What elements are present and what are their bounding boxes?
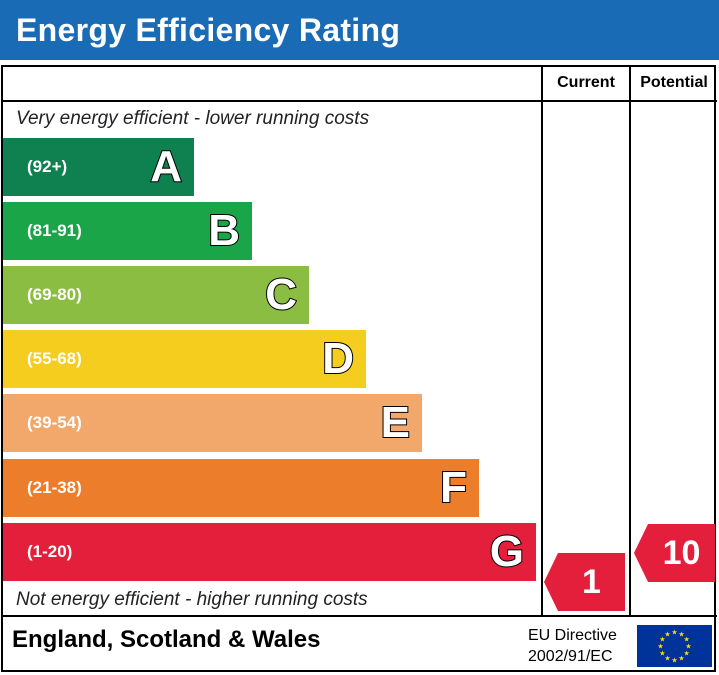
band-c: (69-80) C — [3, 266, 309, 324]
flag-star: ★ — [683, 650, 689, 658]
flag-star: ★ — [671, 657, 677, 665]
top-note: Very energy efficient - lower running co… — [16, 108, 370, 129]
flag-star: ★ — [664, 655, 670, 663]
potential-rating-value: 10 — [662, 534, 701, 572]
header-row-divider — [1, 100, 717, 102]
flag-star: ★ — [671, 629, 677, 637]
potential-rating-arrow: 10 — [634, 524, 715, 582]
band-letter: F — [439, 462, 468, 513]
band-e: (39-54) E — [3, 394, 422, 452]
eu-directive-number: 2002/91/EC — [528, 648, 613, 665]
band-range-label: (39-54) — [27, 413, 82, 432]
band-letter: A — [149, 141, 183, 192]
band-letter: B — [207, 205, 241, 256]
band-range-label: (69-80) — [27, 285, 82, 304]
band-range-label: (55-68) — [27, 349, 82, 368]
band-letter: C — [264, 269, 298, 320]
flag-star: ★ — [659, 650, 665, 658]
flag-star: ★ — [664, 630, 670, 638]
flag-star: ★ — [678, 630, 684, 638]
band-a: (92+) A — [3, 138, 194, 196]
current-rating-value: 1 — [582, 563, 601, 601]
band-f: (21-38) F — [3, 459, 479, 517]
potential-column-divider — [629, 65, 631, 617]
flag-star: ★ — [659, 636, 665, 644]
flag-star: ★ — [657, 643, 663, 651]
eu-flag-icon: ★ ★ ★ ★ ★ ★ ★ ★ ★ ★ ★ ★ — [637, 625, 712, 667]
rating-frame — [1, 65, 716, 672]
potential-column-header: Potential — [640, 74, 708, 91]
flag-star: ★ — [678, 655, 684, 663]
band-letter: E — [380, 397, 411, 448]
flag-star: ★ — [683, 636, 689, 644]
band-g: (1-20) G — [3, 523, 536, 581]
current-arrow-shape — [544, 553, 625, 611]
band-range-label: (81-91) — [27, 221, 82, 240]
header-bar: Energy Efficiency Rating — [0, 0, 719, 60]
band-letter: D — [321, 333, 355, 384]
flag-star: ★ — [685, 643, 691, 651]
band-letter: G — [489, 526, 525, 577]
band-range-label: (1-20) — [27, 542, 73, 561]
eu-directive-label: EU Directive — [528, 627, 617, 644]
band-d: (55-68) D — [3, 330, 366, 388]
band-range-label: (21-38) — [27, 478, 82, 497]
current-column-header: Current — [557, 74, 615, 91]
band-b: (81-91) B — [3, 202, 252, 260]
current-column-divider — [541, 65, 543, 617]
footer-region: England, Scotland & Wales — [12, 626, 321, 653]
footer-divider — [1, 615, 717, 617]
bottom-note: Not energy efficient - higher running co… — [16, 589, 368, 610]
band-range-label: (92+) — [27, 157, 68, 176]
potential-arrow-shape — [634, 524, 715, 582]
current-rating-arrow: 1 — [544, 553, 625, 611]
page-title: Energy Efficiency Rating — [16, 12, 401, 48]
eu-flag-stars: ★ ★★★★★★★★★★★ — [657, 629, 691, 665]
